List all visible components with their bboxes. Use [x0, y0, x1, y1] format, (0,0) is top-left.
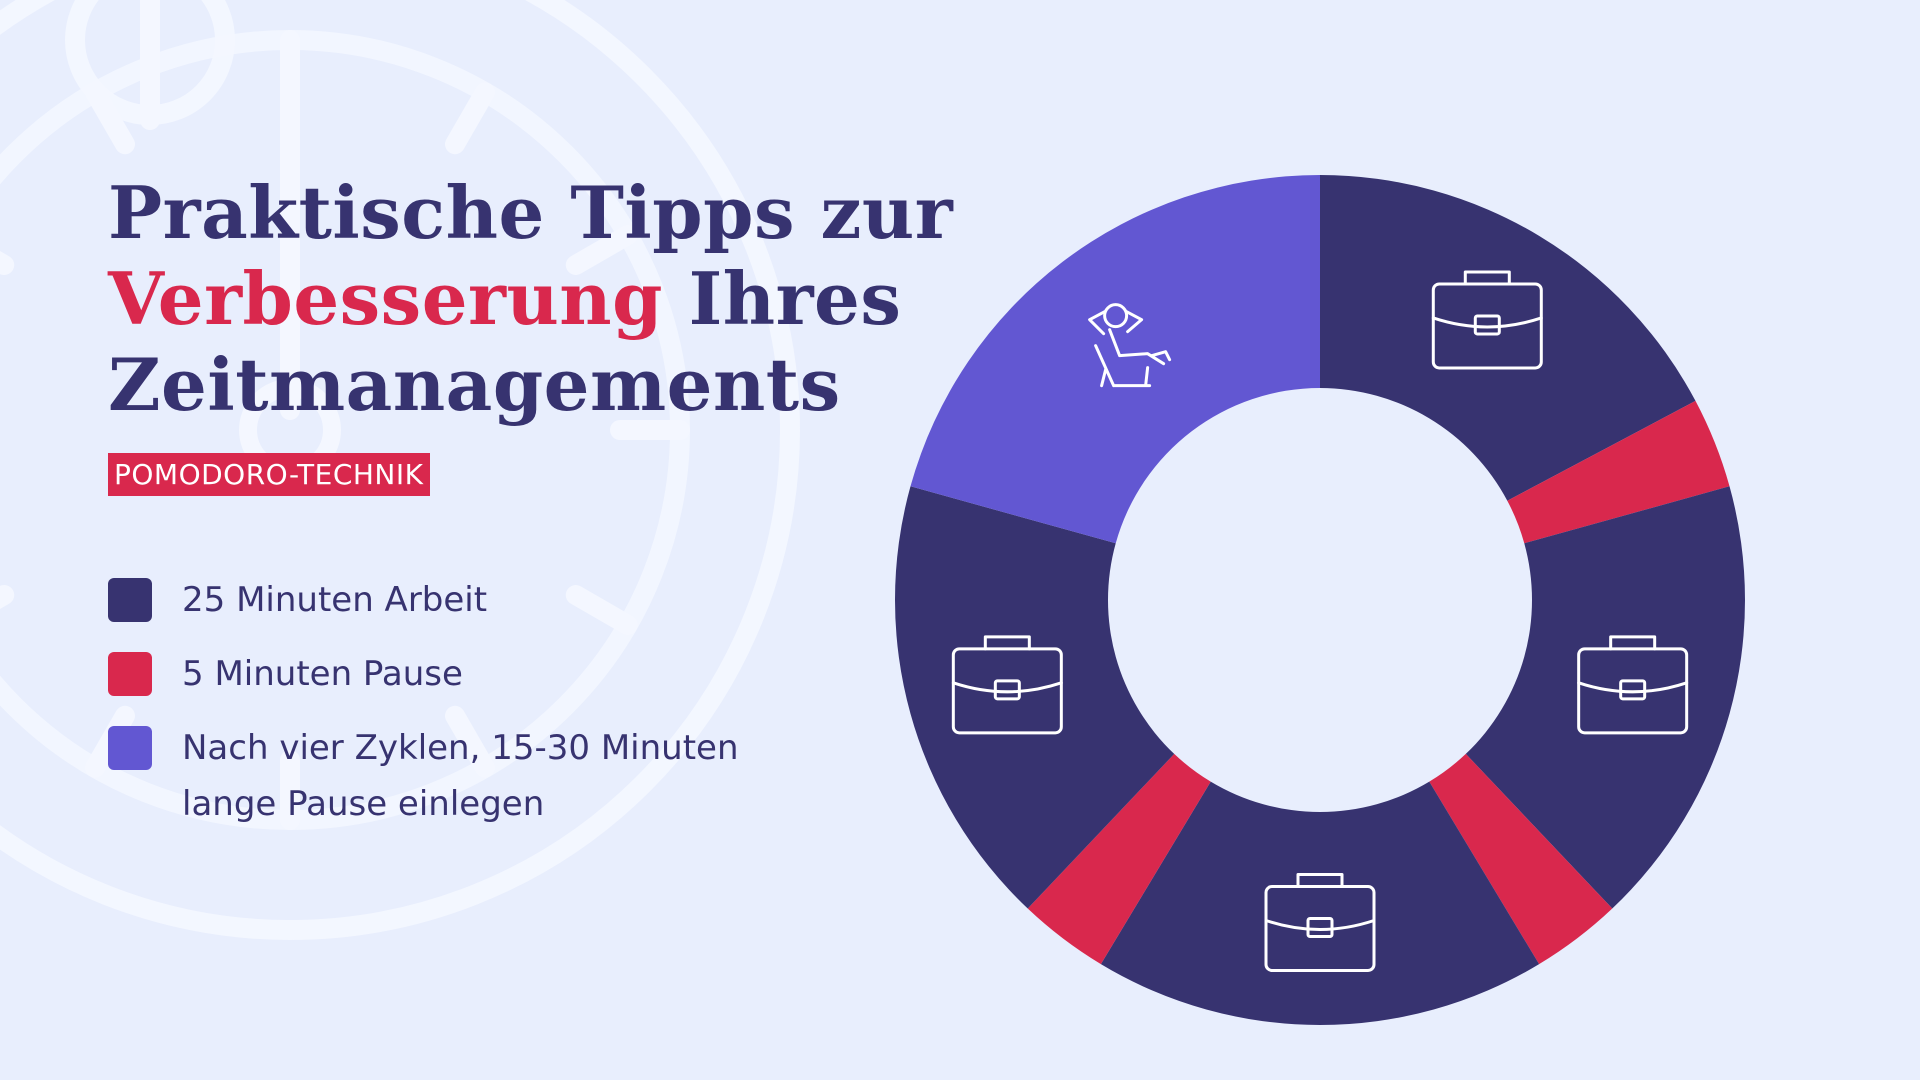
- legend-swatch-work: [108, 578, 152, 622]
- title-line-3: Zeitmanagements: [108, 342, 841, 427]
- title-line-1: Praktische Tipps zur: [108, 170, 954, 255]
- legend-item-work: 25 Minuten Arbeit: [108, 578, 808, 628]
- clock-tick: [565, 585, 638, 635]
- clock-tick: [565, 225, 638, 275]
- donut-slice-2: [1507, 400, 1730, 544]
- donut-slice-3: [1465, 486, 1745, 909]
- clock-tick: [445, 82, 495, 155]
- legend-item-long-pause: Nach vier Zyklen, 15-30 Minuten lange Pa…: [108, 726, 808, 832]
- legend-label-pause: 5 Minuten Pause: [182, 654, 463, 694]
- briefcase-icon: [951, 635, 1063, 735]
- briefcase-icon: [1431, 270, 1543, 370]
- donut-slice-5: [1100, 781, 1540, 1025]
- title-highlight: Verbesserung: [108, 256, 663, 341]
- relaxing-person-icon: [1088, 303, 1172, 388]
- donut-slice-8: [910, 175, 1320, 544]
- title-line-2-rest: Ihres: [663, 256, 902, 341]
- legend-swatch-long-pause: [108, 726, 152, 770]
- clock-tick: [0, 251, 15, 275]
- legend-label-work: 25 Minuten Arbeit: [182, 580, 488, 620]
- donut-slice-4: [1429, 753, 1613, 965]
- pomodoro-donut-chart: [895, 175, 1745, 1025]
- clock-tick: [445, 705, 495, 778]
- donut-slice-6: [1027, 753, 1211, 965]
- clock-tick: [85, 82, 135, 155]
- legend-item-pause: 5 Minuten Pause: [108, 652, 808, 702]
- briefcase-icon: [1577, 635, 1689, 735]
- donut-slice-1: [1320, 175, 1696, 501]
- clock-tick: [0, 585, 15, 609]
- legend-label-long-pause: Nach vier Zyklen, 15-30 Minuten lange Pa…: [182, 728, 739, 824]
- technique-tag: POMODORO-TECHNIK: [108, 453, 430, 496]
- briefcase-icon: [1264, 873, 1376, 972]
- legend-swatch-pause: [108, 652, 152, 696]
- donut-slice-7: [895, 486, 1175, 909]
- page-title: Praktische Tipps zur Verbesserung Ihres …: [108, 170, 953, 428]
